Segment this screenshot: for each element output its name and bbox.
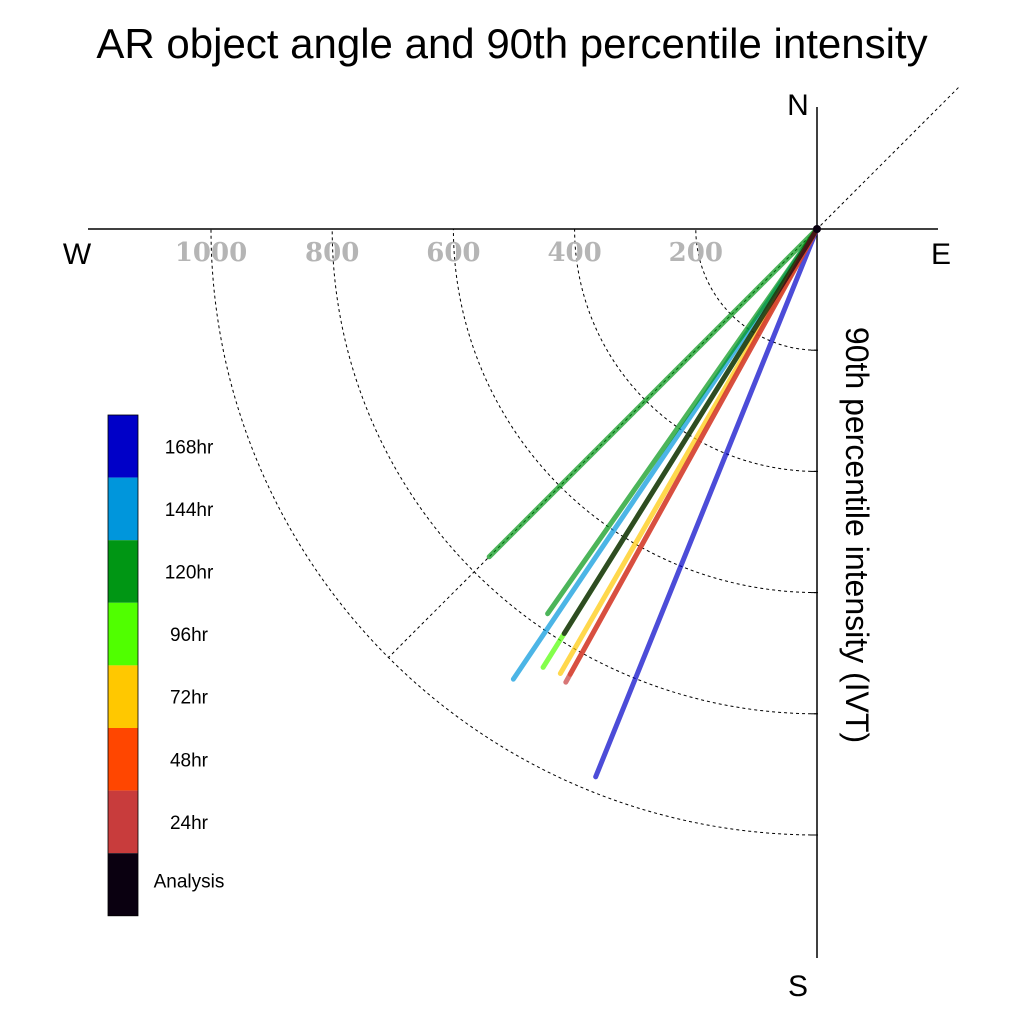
radial-tick-label: 400: [547, 238, 601, 268]
legend-swatch: [108, 540, 138, 603]
legend-swatch: [108, 728, 138, 791]
grid-arc: [574, 228, 818, 472]
y-axis-label: 90th percentile intensity (IVT): [839, 327, 875, 743]
south-label: S: [788, 970, 808, 1003]
legend-swatch: [108, 477, 138, 541]
vector-24hr: [563, 226, 820, 685]
vector-120hr: [486, 226, 820, 560]
legend-label: 168hr: [165, 437, 214, 458]
radial-tick-label: 200: [669, 238, 723, 268]
grid-arc: [695, 228, 818, 351]
legend-swatch: [108, 853, 138, 916]
legend: 168hr 144hr 120hr 96hr 72hr 48hr 24hr Analysis: [107, 414, 225, 917]
radial-tick-label: 800: [305, 238, 359, 268]
legend-label: 120hr: [165, 563, 214, 584]
vector-series: [486, 225, 821, 780]
legend-frame: [107, 414, 139, 917]
legend-label: 72hr: [170, 688, 209, 709]
legend-swatch: [108, 602, 138, 666]
chart-title: AR object angle and 90th percentile inte…: [96, 20, 927, 67]
radial-tick-label: 600: [426, 238, 480, 268]
legend-swatch: [108, 790, 138, 854]
east-label: E: [931, 238, 951, 271]
legend-label: 144hr: [165, 500, 214, 521]
vector-120hr: [545, 226, 820, 617]
west-label: W: [63, 238, 92, 271]
origin-point: [813, 225, 821, 233]
legend-label: 24hr: [170, 813, 209, 834]
legend-label: 48hr: [170, 750, 209, 771]
vector-analysis: [561, 226, 820, 636]
legend-swatch: [108, 415, 138, 478]
radial-tick-labels: 1000 800 600 400 200: [175, 238, 723, 268]
legend-label: 96hr: [170, 625, 209, 646]
legend-label: Analysis: [154, 872, 225, 893]
legend-swatch: [108, 665, 138, 728]
north-label: N: [787, 89, 809, 122]
vector-168hr: [593, 226, 820, 780]
radial-tick-label: 1000: [175, 238, 247, 268]
grid-arc: [452, 228, 818, 594]
